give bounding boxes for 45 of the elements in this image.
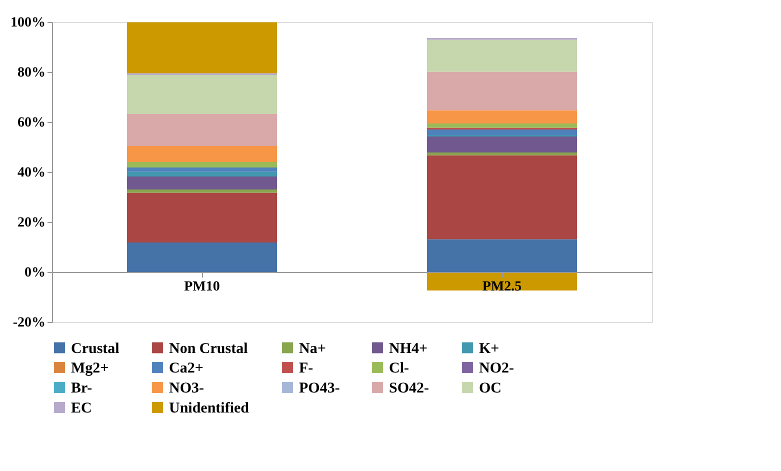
bar — [127, 146, 277, 162]
bar — [127, 114, 277, 146]
legend-label: EC — [71, 400, 92, 416]
y-tick-label: -20% — [12, 316, 46, 330]
bar — [127, 176, 277, 190]
legend-label: Ca2+ — [169, 360, 204, 376]
y-tick-label: 80% — [18, 66, 46, 80]
bar — [427, 136, 577, 152]
legend-label: Cl- — [389, 360, 409, 376]
legend-label: PO43- — [299, 380, 340, 396]
legend-label: K+ — [479, 340, 500, 357]
legend-label: Mg2+ — [71, 360, 109, 376]
bar — [127, 192, 277, 242]
bar — [427, 124, 577, 128]
bar — [427, 155, 577, 240]
legend-label: Non Crustal — [169, 340, 248, 357]
legend-label: Crustal — [71, 340, 120, 357]
x-tick-label: PM10 — [184, 280, 220, 294]
bar — [427, 72, 577, 110]
legend-label: NO2- — [479, 360, 514, 376]
bar — [127, 172, 277, 176]
bar — [127, 75, 277, 114]
bar — [127, 242, 277, 272]
legend-label: F- — [299, 360, 314, 376]
bar — [127, 190, 277, 193]
legend-label: SO42- — [389, 380, 430, 396]
legend-label: Na+ — [299, 340, 326, 357]
bar — [427, 152, 577, 156]
y-tick-label: 60% — [18, 116, 46, 130]
legend-label: OC — [479, 380, 502, 396]
bar — [427, 40, 577, 72]
y-tick-label: 40% — [18, 166, 46, 180]
bar — [127, 162, 277, 168]
y-tick-label: 20% — [18, 216, 46, 230]
legend-label: Br- — [71, 380, 92, 396]
bar — [127, 168, 277, 172]
y-tick-label: 100% — [10, 16, 46, 30]
bar — [427, 239, 577, 272]
legend-label: NO3- — [169, 380, 204, 396]
legend-label: NH4+ — [389, 340, 428, 357]
y-tick-label: 0% — [24, 266, 46, 280]
legend-label: Unidentified — [169, 400, 250, 416]
bar — [427, 110, 577, 124]
bar — [127, 22, 277, 74]
bar — [427, 130, 577, 135]
